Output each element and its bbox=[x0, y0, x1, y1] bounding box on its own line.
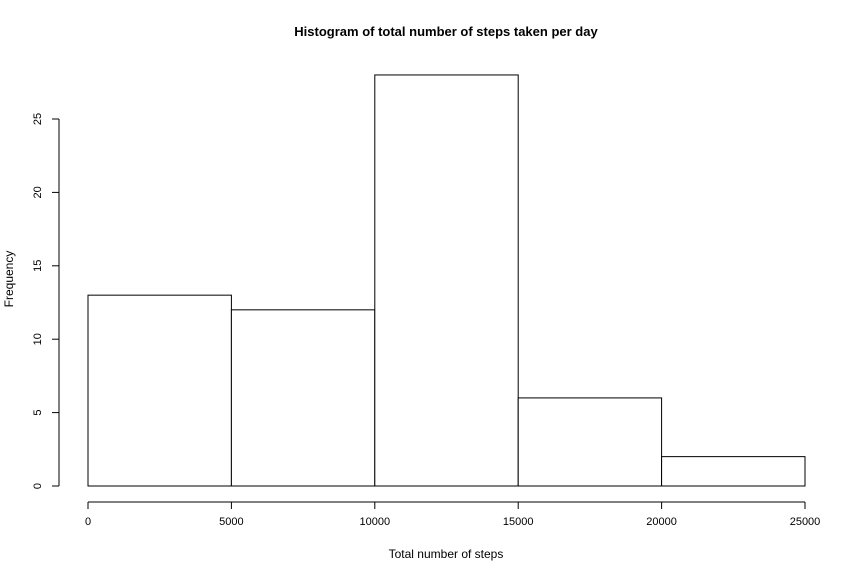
y-tick-label: 15 bbox=[32, 260, 44, 272]
y-tick-label: 5 bbox=[32, 410, 44, 416]
y-tick-label: 25 bbox=[32, 113, 44, 125]
x-tick-label: 25000 bbox=[790, 516, 821, 528]
y-tick-label: 0 bbox=[32, 483, 44, 489]
x-tick-label: 10000 bbox=[360, 516, 391, 528]
histogram-bar-3 bbox=[517, 397, 663, 487]
histogram-bar-0 bbox=[87, 294, 232, 487]
y-tick-label: 10 bbox=[32, 333, 44, 345]
x-tick-label: 0 bbox=[85, 516, 91, 528]
y-axis-label: Frequency bbox=[2, 251, 16, 308]
x-tick-label: 20000 bbox=[646, 516, 677, 528]
x-tick-label: 5000 bbox=[219, 516, 243, 528]
bars-group bbox=[87, 74, 806, 487]
chart-title: Histogram of total number of steps taken… bbox=[294, 24, 598, 39]
x-tick-label: 15000 bbox=[503, 516, 534, 528]
y-axis: 0 5 10 15 20 25 bbox=[32, 113, 60, 489]
x-axis: 0 5000 10000 15000 20000 25000 bbox=[85, 501, 821, 528]
histogram-bar-2 bbox=[374, 74, 519, 487]
histogram-bar-4 bbox=[661, 456, 806, 487]
x-axis-label: Total number of steps bbox=[389, 547, 504, 561]
histogram-bar-1 bbox=[230, 309, 376, 487]
y-tick-label: 20 bbox=[32, 186, 44, 198]
